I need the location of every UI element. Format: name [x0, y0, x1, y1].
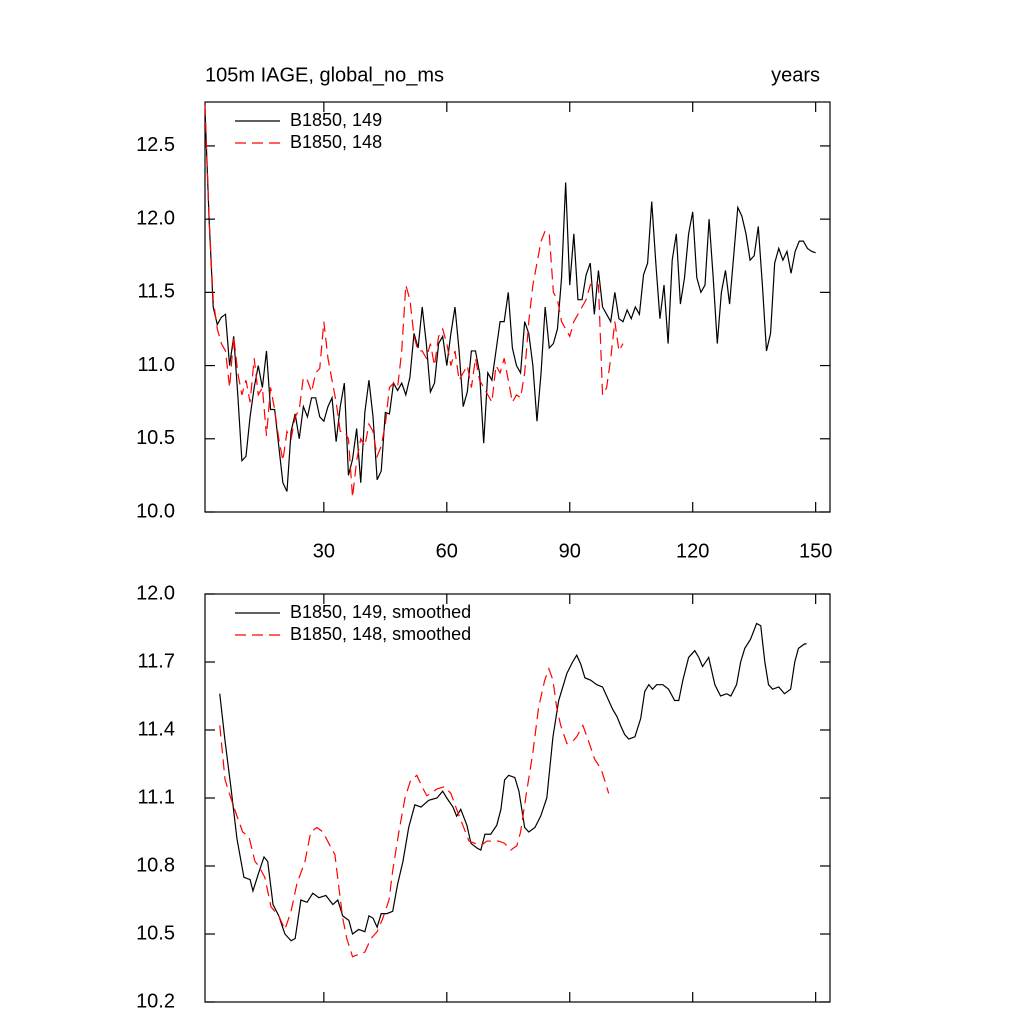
- series-line: [219, 667, 610, 958]
- legend-label: B1850, 148: [290, 132, 382, 152]
- y-tick-label: 10.8: [136, 854, 175, 876]
- legend-label: B1850, 149, smoothed: [290, 602, 471, 622]
- y-tick-label: 11.1: [138, 786, 175, 808]
- y-tick-label: 10.5: [136, 922, 175, 944]
- x-tick-label: 30: [313, 540, 335, 562]
- x-tick-label: 120: [676, 540, 709, 562]
- y-tick-label: 11.7: [138, 650, 175, 672]
- y-tick-label: 10.0: [136, 500, 175, 522]
- legend-label: B1850, 148, smoothed: [290, 624, 471, 644]
- y-tick-label: 11.5: [138, 281, 175, 303]
- series-line: [219, 622, 807, 942]
- x-tick-label: 60: [436, 540, 458, 562]
- y-tick-label: 11.4: [138, 718, 175, 740]
- plot-frame: [204, 101, 831, 513]
- y-tick-label: 10.5: [136, 427, 175, 449]
- plot-frame: [204, 593, 831, 1003]
- series-line: [204, 104, 624, 498]
- y-tick-label: 11.0: [138, 354, 175, 376]
- y-tick-label: 12.0: [136, 207, 175, 229]
- y-tick-label: 12.0: [136, 582, 175, 604]
- series-line: [204, 109, 816, 492]
- chart-title: 105m IAGE, global_no_ms: [205, 64, 444, 86]
- y-tick-label: 12.5: [136, 134, 175, 156]
- y-tick-label: 10.2: [136, 990, 175, 1012]
- x-tick-label: 90: [559, 540, 581, 562]
- chart-title-right: years: [771, 64, 820, 86]
- x-tick-label: 150: [799, 540, 832, 562]
- legend-label: B1850, 149: [290, 110, 382, 130]
